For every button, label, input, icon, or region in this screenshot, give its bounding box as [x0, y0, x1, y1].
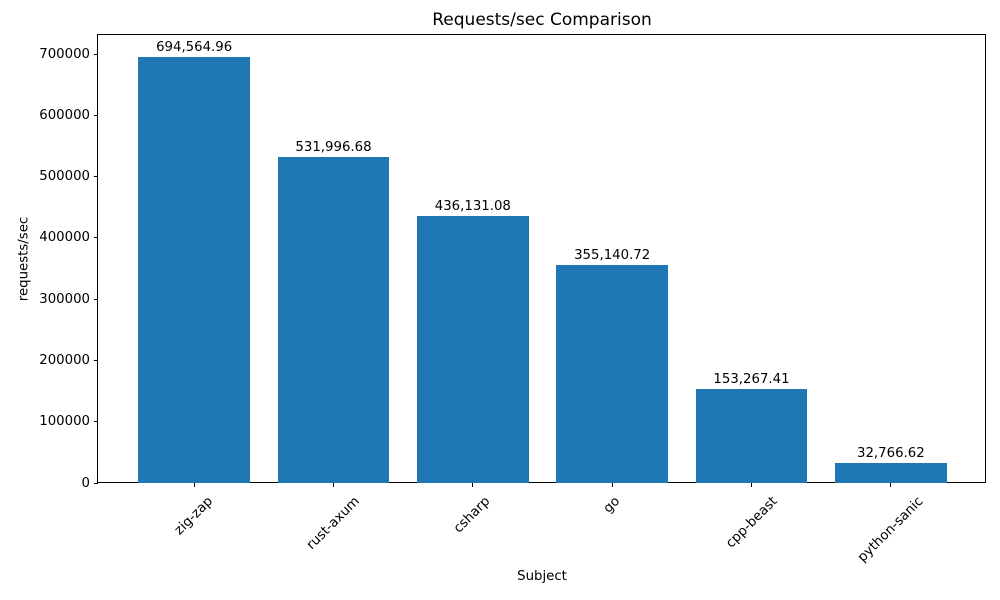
bar-rust-axum [277, 156, 390, 483]
x-tick-mark [193, 483, 195, 487]
y-tick-label: 700000 [39, 46, 90, 62]
x-tick-mark [611, 483, 613, 487]
y-tick-label: 500000 [39, 169, 90, 185]
x-axis-label: Subject [517, 569, 567, 584]
bar-value-label: 153,267.41 [713, 372, 790, 388]
y-tick-label: 100000 [39, 414, 90, 430]
x-tick-label: csharp [451, 494, 494, 537]
x-tick-mark [332, 483, 334, 487]
x-tick-label: python-sanic [855, 494, 927, 566]
y-tick-label: 600000 [39, 107, 90, 123]
x-tick-label: zig-zap [172, 494, 217, 539]
bar-value-label: 436,131.08 [434, 198, 511, 214]
bar-value-label: 531,996.68 [295, 139, 372, 155]
y-tick-label: 300000 [39, 291, 90, 307]
bar-value-label: 32,766.62 [857, 445, 925, 461]
y-tick-mark [94, 237, 98, 239]
bar-zig-zap [138, 57, 250, 483]
y-tick-mark [94, 53, 98, 55]
y-tick-mark [94, 298, 98, 300]
x-tick-mark [751, 483, 752, 487]
y-tick-label: 400000 [39, 230, 90, 246]
x-tick-mark [890, 483, 892, 487]
y-tick-label: 200000 [39, 352, 90, 368]
y-tick-mark [94, 482, 98, 484]
x-tick-label: go [600, 494, 624, 517]
x-tick-label: rust-axum [304, 494, 364, 553]
y-tick-mark [94, 176, 98, 178]
bar-go [556, 265, 668, 483]
bar-cpp-beast [695, 389, 808, 483]
bar-value-label: 355,140.72 [574, 248, 651, 264]
y-tick-mark [94, 359, 98, 361]
y-tick-mark [94, 114, 98, 116]
y-tick-mark [94, 421, 98, 423]
chart-title: Requests/sec Comparison [432, 10, 652, 30]
x-tick-mark [472, 483, 474, 487]
bar-value-label: 694,564.96 [156, 40, 233, 56]
bar-python-sanic [835, 462, 947, 483]
y-tick-label: 0 [81, 475, 90, 491]
bar-csharp [417, 215, 529, 483]
x-tick-label: cpp-beast [722, 494, 781, 552]
